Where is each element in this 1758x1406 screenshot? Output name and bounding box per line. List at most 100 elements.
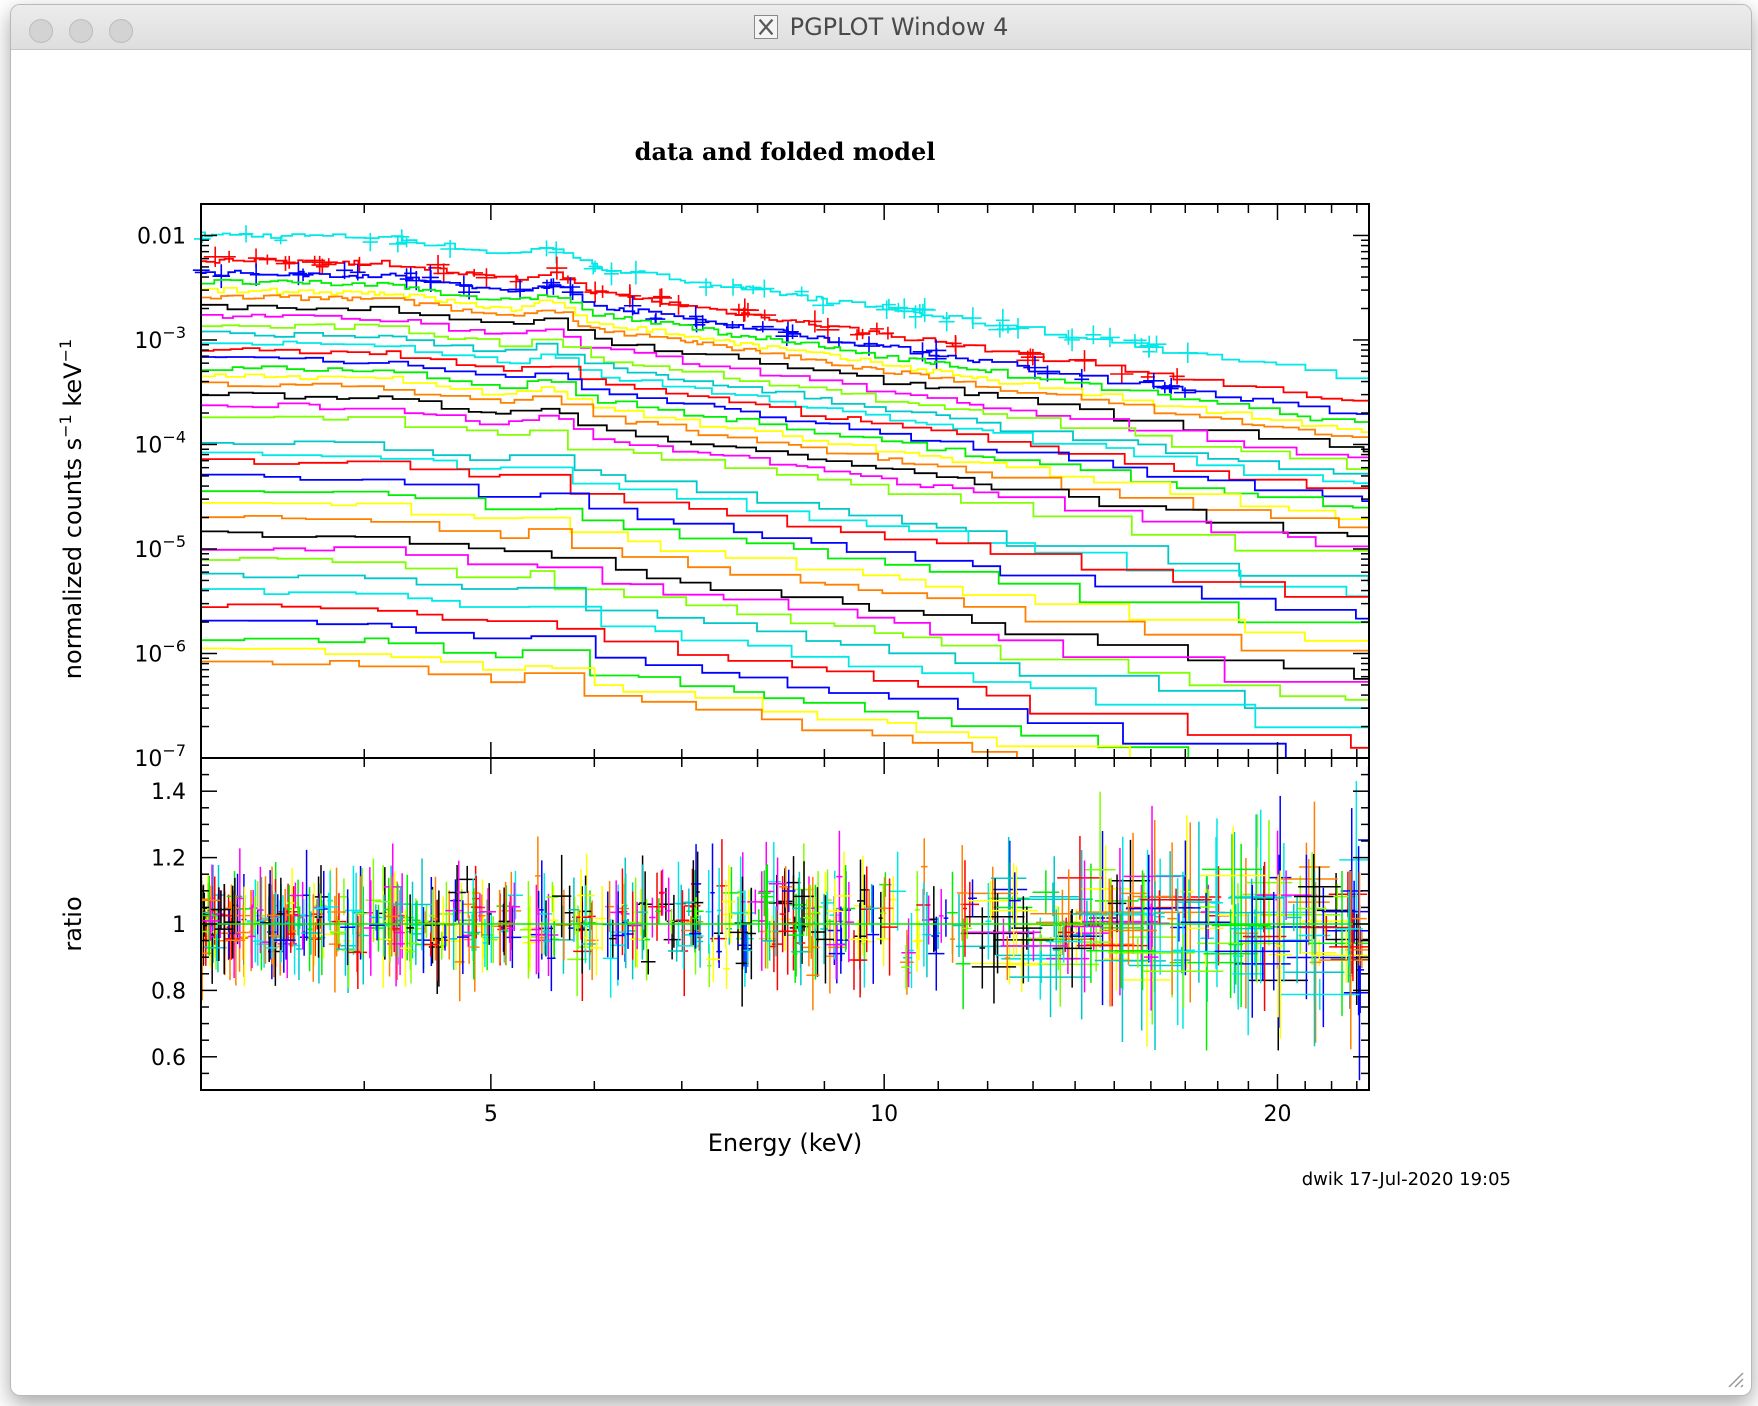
ratio-point [547,925,556,992]
ratio-point [1169,840,1201,976]
ratio-point [357,886,369,985]
y-tick-label: 10−7 [134,741,186,772]
data-point [995,308,1010,332]
model-series-30 [201,588,1369,729]
ratio-point [757,870,771,917]
resize-grip-icon[interactable] [1721,1365,1745,1389]
ratio-point [955,918,971,1010]
model-series-28 [201,556,1369,701]
ratio-point [911,910,923,973]
data-point [794,286,809,297]
ratio-point [675,890,690,951]
ratio-point [400,909,411,987]
ratio-point [857,859,864,943]
ratio-point [696,924,703,951]
ratio-point [680,916,701,945]
data-point [249,263,263,286]
ratio-point [659,870,664,916]
data-point [908,305,923,329]
ratio-point [1108,938,1168,968]
data-point [1142,345,1156,358]
ratio-point [1032,870,1060,914]
data-point [869,322,884,336]
model-series-3 [201,278,1369,423]
ratio-point [836,830,843,923]
ratio-point [456,860,461,924]
model-series-6 [201,303,1369,453]
data-point [1064,328,1080,352]
ratio-point [878,891,883,945]
ratio-point [372,904,384,952]
ratio-point [960,881,979,927]
data-point [395,237,418,248]
data-point [275,256,296,271]
ratio-point [1072,900,1102,928]
ratio-point [716,935,722,968]
ratio-point [433,876,438,961]
ratio-point [482,918,488,968]
model-series-32 [201,619,1369,759]
ratio-point [439,931,445,960]
ratio-tick-label: 1.2 [151,847,186,872]
ratio-point [266,937,278,959]
ratio-point [611,891,625,980]
ratio-point [637,864,648,960]
ratio-point [351,872,361,952]
data-point [624,260,648,285]
ratio-point [1084,791,1116,948]
ratio-point [876,911,891,966]
close-button[interactable] [29,19,53,43]
ratio-point [1179,815,1194,969]
ratio-point [901,918,916,988]
data-point [1058,329,1079,345]
ratio-point [867,885,880,984]
ratio-point [803,935,820,959]
zoom-button[interactable] [109,19,133,43]
ratio-point [967,880,1014,921]
ratio-point [339,878,348,916]
ratio-point [1153,851,1187,901]
y-tick-label: 10−5 [134,532,186,563]
ratio-point [413,900,421,941]
ratio-point [836,851,852,941]
ratio-point [369,904,383,931]
ratio-point [761,921,778,961]
ratio-point [287,882,304,909]
ratio-point [943,899,949,937]
minimize-button[interactable] [69,19,93,43]
ratio-point [901,944,911,990]
y-label-base: normalized counts s [59,438,87,679]
data-point [389,235,407,253]
ratio-tick-label: 1 [172,913,186,938]
y-tick-label: 10−3 [134,323,186,354]
data-point [689,305,703,328]
ratio-point [826,909,846,980]
ratio-point [779,876,786,953]
ratio-point [581,918,598,970]
data-point [542,278,565,295]
model-series-10 [201,340,1369,485]
ratio-point [223,918,240,960]
data-point [938,311,955,332]
data-point [1023,355,1047,380]
tick-layer [201,203,1369,1090]
ratio-point [1352,871,1367,966]
title-wrap: PGPLOT Window 4 [11,5,1751,49]
data-point [648,288,672,308]
data-point [1074,368,1090,390]
ratio-point [224,885,241,959]
ratio-point [802,899,811,936]
ratio-point [1298,866,1341,908]
ratio-point [312,897,324,919]
data-point [440,239,460,259]
data-point [827,337,851,348]
data-point [588,260,602,273]
title-bar[interactable]: PGPLOT Window 4 [11,5,1751,50]
data-point [667,294,690,315]
ratio-point [480,888,496,936]
data-point [542,278,561,287]
ratio-tick-label: 0.8 [151,979,186,1004]
ratio-point [470,875,482,939]
ratio-point [1086,913,1157,989]
ratio-point [900,929,914,995]
